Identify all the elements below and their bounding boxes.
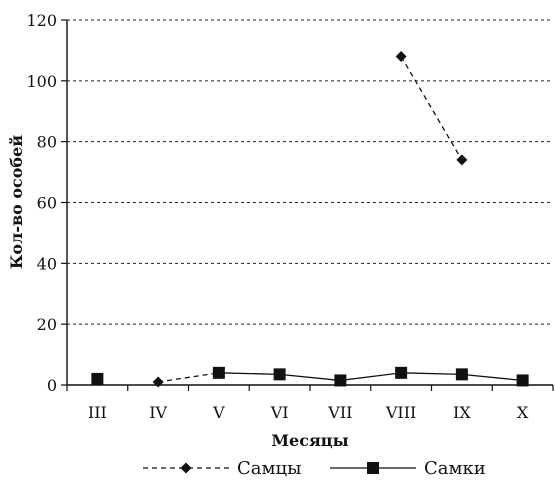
x-tick-label: IV <box>149 403 167 422</box>
series-segment <box>400 56 463 161</box>
y-axis-title: Кол-во особей <box>7 135 26 269</box>
y-tick-label: 0 <box>47 376 57 395</box>
series-segment <box>461 373 523 382</box>
legend-label: Самцы <box>237 458 301 479</box>
square-point <box>334 374 347 387</box>
series <box>91 51 529 388</box>
square-point <box>516 374 529 387</box>
y-tick-label: 100 <box>26 72 57 91</box>
series-1 <box>152 51 468 388</box>
x-tick-label: VIII <box>385 403 417 422</box>
series-segment <box>218 372 280 376</box>
square-point <box>395 366 408 379</box>
series-segment <box>340 372 402 382</box>
y-tick-label: 20 <box>37 315 57 334</box>
diamond-point <box>395 51 407 62</box>
legend-item-1: Самцы <box>143 458 301 479</box>
y-tick-label: 40 <box>37 254 57 273</box>
x-tick-label: III <box>88 403 107 422</box>
legend: Самцы Самки <box>143 458 486 479</box>
series-segment <box>401 372 462 376</box>
legend-square-icon <box>367 462 379 474</box>
x-tick-label: VII <box>327 403 352 422</box>
x-tick-label: V <box>212 403 225 422</box>
series-segment <box>279 373 341 382</box>
axes <box>61 19 554 391</box>
legend-diamond-icon <box>180 462 192 474</box>
series-2 <box>91 366 529 387</box>
square-point <box>455 368 468 381</box>
x-tick-label: X <box>517 403 529 422</box>
legend-label: Самки <box>424 458 486 479</box>
gridlines <box>67 19 553 325</box>
y-tick-label: 80 <box>37 133 57 152</box>
x-tick-label: IX <box>453 403 471 422</box>
x-tick-labels: III IV V VI VII VIII IX X <box>88 403 529 422</box>
diamond-point <box>456 154 468 166</box>
y-tick-label: 120 <box>26 11 57 30</box>
legend-item-2: Самки <box>330 458 486 479</box>
square-point <box>91 372 104 385</box>
y-tick-labels: 0 20 40 60 80 100 120 <box>26 11 57 395</box>
square-point <box>212 366 225 379</box>
series-segment <box>158 372 219 383</box>
diamond-point <box>152 376 164 388</box>
square-point <box>273 368 286 381</box>
y-tick-label: 60 <box>37 194 57 213</box>
x-axis-title: Месяцы <box>271 431 348 450</box>
x-tick-label: VI <box>270 403 289 422</box>
